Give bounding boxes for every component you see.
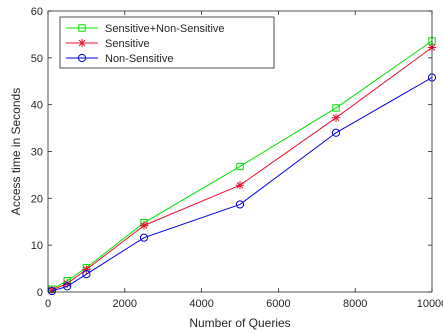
data-point [139,233,149,242]
data-point [236,162,244,171]
y-tick-label: 50 [31,53,43,65]
x-tick-label: 8000 [343,298,367,310]
legend-marker [78,24,86,32]
data-point [331,113,341,122]
x-axis-label: Number of Queries [189,316,290,330]
data-point [139,221,149,230]
data-point [63,279,72,288]
y-tick-label: 0 [37,287,43,299]
data-point [235,200,245,209]
y-axis-label: Access time in Seconds [9,88,23,215]
data-point [82,265,91,274]
x-tick-label: 4000 [189,298,213,310]
y-tick-label: 10 [31,240,43,252]
legend-marker [77,38,87,48]
series-line [51,77,433,292]
legend-item: Sensitive [66,38,150,50]
plot-frame [47,10,433,293]
y-tick-label: 20 [31,193,43,205]
x-tick-label: 2000 [113,298,137,310]
x-tick-label: 6000 [266,298,290,310]
legend-label: Sensitive+Non-Sensitive [105,23,225,35]
legend-item: Non-Sensitive [66,53,173,65]
data-point [332,104,340,112]
y-tick-label: 30 [31,147,43,159]
legend-item: Sensitive+Non-Sensitive [66,23,225,35]
data-point [82,270,91,279]
y-tick-label: 40 [31,100,43,112]
legend-label: Sensitive [105,38,150,50]
legend-label: Non-Sensitive [105,53,173,65]
data-point [235,181,245,190]
y-tick-label: 60 [31,6,43,18]
legend-marker [77,53,87,63]
x-tick-label: 0 [45,298,51,310]
data-point [63,282,72,291]
data-point [47,285,57,295]
legend: Sensitive+Non-Sensitive Sensitive Non-Sens… [59,16,275,69]
data-point [331,128,341,137]
